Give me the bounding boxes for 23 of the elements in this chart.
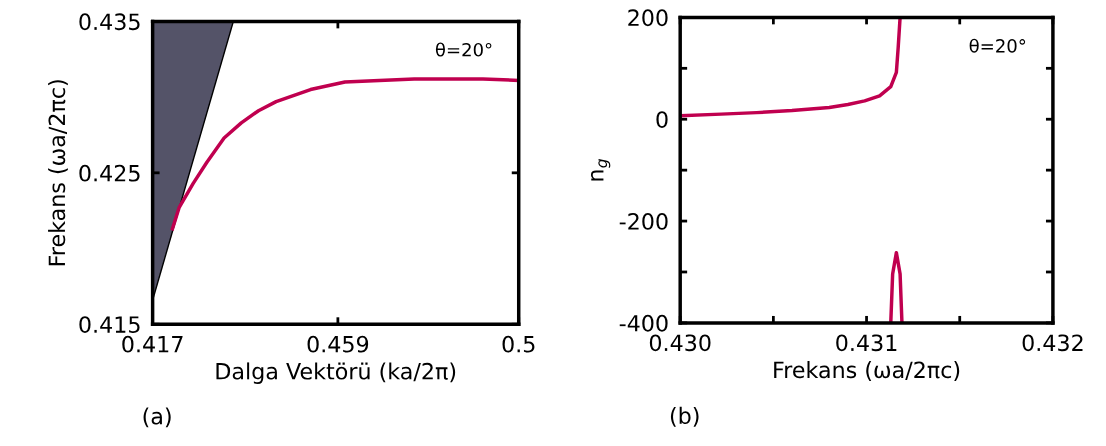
line-series bbox=[680, 17, 902, 118]
y-tick-label: 200 bbox=[628, 9, 668, 27]
x-axis-title: Frekans (ωa/2πc) bbox=[774, 361, 960, 381]
y-tick-label: -400 bbox=[619, 314, 668, 332]
y-axis-title: n$_{g}$ bbox=[590, 159, 611, 181]
x-tick-label: 0.5 bbox=[502, 335, 535, 353]
y-axis-title: Frekans (ωa/2πc) bbox=[48, 80, 68, 266]
y-tick-label: -200 bbox=[619, 213, 668, 230]
y-tick-label: 0.415 bbox=[79, 316, 140, 333]
x-tick-label: 0.459 bbox=[307, 335, 369, 353]
x-tick-label: 0.430 bbox=[649, 334, 711, 352]
text: (a) bbox=[143, 407, 171, 428]
x-tick-label: 0.432 bbox=[1022, 334, 1083, 352]
line-series bbox=[170, 77, 519, 231]
y-tick-label: 0 bbox=[656, 111, 668, 128]
text: (b) bbox=[670, 406, 699, 427]
y-tick-label: 0.435 bbox=[79, 13, 140, 31]
x-axis-title: Dalga Vektörü (ka/2π) bbox=[216, 362, 456, 384]
y-tick-label: 0.425 bbox=[79, 164, 140, 182]
x-tick-label: 0.417 bbox=[122, 335, 183, 353]
annotation: θ=20° bbox=[435, 42, 492, 57]
annotation: θ=20° bbox=[969, 38, 1026, 53]
x-tick-label: 0.431 bbox=[836, 334, 897, 352]
